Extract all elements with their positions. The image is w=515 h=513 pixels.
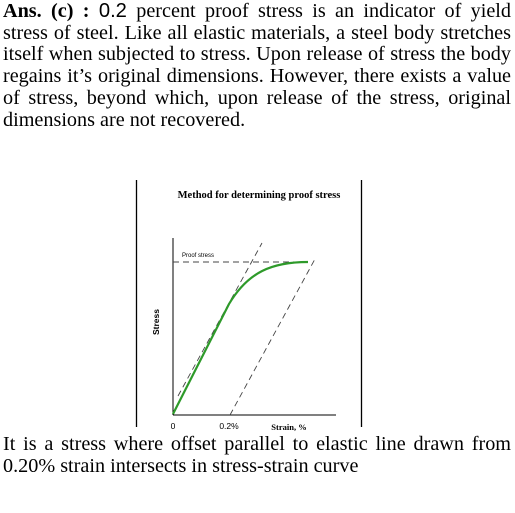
elastic-extension-dashed-line xyxy=(177,242,263,397)
y-axis-label: Stress xyxy=(151,309,161,335)
figure-title: Method for determining proof stress xyxy=(178,190,341,201)
proof-stress-label: Proof stress xyxy=(182,253,214,259)
offset-tick-label: 0.2% xyxy=(219,421,239,431)
answer-paragraph: Ans. (c) : 0.2 percent proof stress is a… xyxy=(3,0,512,131)
origin-tick-label: 0 xyxy=(171,421,176,431)
explanation-paragraph: It is a stress where offset parallel to … xyxy=(3,433,511,477)
answer-lead-value: 0.2 xyxy=(98,0,127,22)
stress-strain-curve xyxy=(172,260,309,415)
answer-prefix: Ans. (c) : xyxy=(3,0,90,22)
x-axis-label: Strain, % xyxy=(271,422,306,432)
offset-dashed-line xyxy=(229,258,316,416)
answer-text: percent proof stress is an indicator of … xyxy=(3,0,512,131)
